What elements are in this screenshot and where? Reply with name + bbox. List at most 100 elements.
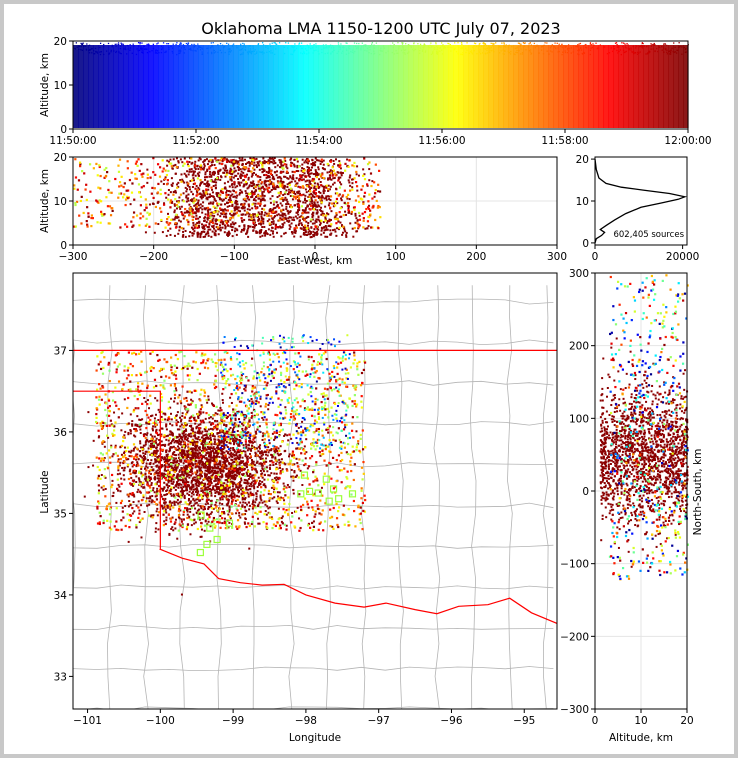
east-west-source xyxy=(199,158,202,161)
east-west-source xyxy=(353,177,356,180)
plan-view-source xyxy=(83,495,86,498)
east-west-source xyxy=(294,231,297,234)
east-west-source xyxy=(213,214,216,217)
time-height-source xyxy=(440,42,443,44)
plan-view-source xyxy=(197,465,200,468)
east-west-source xyxy=(238,225,241,228)
plan-view-source xyxy=(148,422,151,425)
east-west-source xyxy=(332,159,335,162)
time-height-source xyxy=(503,50,506,52)
east-west-x-label: East-West, km xyxy=(278,255,353,267)
east-west-source xyxy=(241,163,244,166)
east-west-source xyxy=(191,174,194,177)
time-height-source xyxy=(129,49,131,51)
east-west-source xyxy=(152,196,155,200)
time-height-source xyxy=(360,47,362,50)
east-west-source xyxy=(237,214,240,217)
time-height-band-segment xyxy=(613,45,619,128)
east-west-source xyxy=(325,226,328,229)
east-west-source xyxy=(206,218,209,221)
east-west-source xyxy=(285,208,288,211)
time-height-band-segment xyxy=(448,45,454,128)
east-west-source xyxy=(337,171,340,174)
time-height-band-segment xyxy=(238,45,244,128)
east-west-source xyxy=(362,219,365,222)
time-height-source xyxy=(546,42,548,44)
time-height-source xyxy=(183,47,186,49)
east-west-source xyxy=(184,186,187,189)
time-height-source xyxy=(407,44,410,46)
county-line xyxy=(216,285,222,709)
plan-view-source xyxy=(204,430,207,433)
east-west-source xyxy=(355,170,358,174)
east-west-source xyxy=(250,215,253,218)
east-west-source xyxy=(169,199,173,202)
plan-view-source xyxy=(279,445,282,448)
time-height-source xyxy=(656,47,658,50)
time-height-source xyxy=(436,52,438,55)
east-west-source xyxy=(341,171,344,174)
east-west-source xyxy=(185,175,188,178)
east-west-source xyxy=(227,233,230,236)
east-west-source xyxy=(232,195,235,198)
plan-view-source xyxy=(259,497,262,500)
east-west-source xyxy=(175,222,178,225)
time-height-source xyxy=(152,43,155,45)
east-west-source xyxy=(271,157,274,160)
east-west-source xyxy=(121,196,125,199)
east-west-source xyxy=(225,171,228,174)
plan-view-source xyxy=(172,473,175,476)
east-west-source xyxy=(219,215,222,218)
time-height-source xyxy=(521,53,523,55)
plan-view-source xyxy=(127,431,130,434)
plan-view-source xyxy=(191,479,194,482)
time-height-source xyxy=(620,53,622,56)
time-height-x-tick-label: 11:58:00 xyxy=(541,135,588,147)
time-height-source xyxy=(108,52,111,54)
east-west-source xyxy=(316,182,319,185)
east-west-source xyxy=(327,224,330,227)
plan-view-source xyxy=(221,498,224,501)
plan-view-source xyxy=(168,459,171,462)
plan-view-source xyxy=(207,506,210,509)
time-height-source xyxy=(618,50,620,53)
plan-view-source xyxy=(182,486,185,489)
plan-view-source xyxy=(238,514,241,517)
plan-view-source xyxy=(236,411,239,414)
time-height-source xyxy=(550,45,552,47)
time-height-source xyxy=(436,48,438,50)
east-west-source xyxy=(263,225,266,228)
east-west-source xyxy=(308,193,311,196)
time-height-source xyxy=(486,47,489,50)
time-height-source xyxy=(427,46,430,48)
east-west-source xyxy=(341,195,344,198)
plan-view-source xyxy=(210,423,213,426)
time-height-source xyxy=(632,51,634,54)
east-west-source xyxy=(282,223,285,226)
time-height-source xyxy=(300,42,303,44)
east-west-source xyxy=(313,222,316,225)
east-west-source xyxy=(272,235,275,238)
plan-view-source xyxy=(183,467,186,470)
plan-view-source xyxy=(116,473,119,476)
plan-view-source xyxy=(135,480,138,483)
plan-view-source xyxy=(253,485,256,488)
time-height-source xyxy=(75,42,78,44)
plan-view-source xyxy=(258,480,261,483)
time-height-source xyxy=(635,45,637,47)
plan-view-source xyxy=(257,517,260,520)
east-west-source xyxy=(169,206,172,209)
east-west-source xyxy=(313,196,316,199)
east-west-source xyxy=(269,170,273,173)
time-height-source xyxy=(542,45,544,47)
east-west-source xyxy=(223,208,226,211)
plan-view-source xyxy=(244,416,247,419)
east-west-source xyxy=(322,176,325,180)
east-west-source xyxy=(268,210,271,213)
time-height-band-segment xyxy=(673,45,679,128)
time-height-source xyxy=(270,52,272,54)
time-height-source xyxy=(684,48,687,51)
east-west-source xyxy=(272,162,275,165)
east-west-source xyxy=(209,212,212,216)
time-height-source xyxy=(669,50,671,52)
